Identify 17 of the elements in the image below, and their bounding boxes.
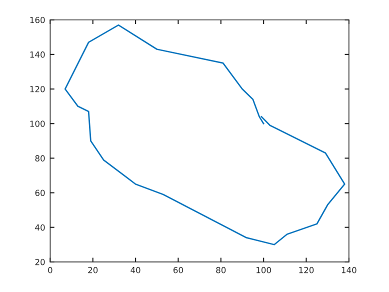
x-tick-label: 40 xyxy=(130,266,140,274)
x-tick-label: 120 xyxy=(299,266,314,274)
line-series xyxy=(64,24,346,246)
x-tick-label: 60 xyxy=(174,266,183,274)
x-tick-label: 20 xyxy=(88,266,98,274)
y-tick-label: 60 xyxy=(35,190,45,196)
y-tick-label: 100 xyxy=(30,120,45,127)
y-tick-label: 20 xyxy=(35,258,45,266)
y-tick-label: 120 xyxy=(30,86,45,92)
x-tick-label: 140 xyxy=(342,266,356,274)
y-tick-label: 160 xyxy=(30,16,45,24)
y-tick-label: 80 xyxy=(35,155,45,162)
y-tick-label: 140 xyxy=(30,51,45,58)
x-tick-label: 0 xyxy=(48,266,52,274)
y-tick-label: 40 xyxy=(35,224,45,231)
x-tick-label: 80 xyxy=(216,266,226,274)
x-tick-label: 100 xyxy=(256,266,271,274)
